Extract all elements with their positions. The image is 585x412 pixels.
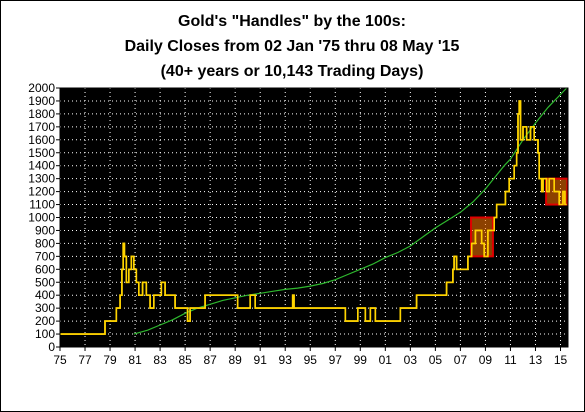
x-tick-label: 09 — [479, 353, 493, 367]
y-tick-label: 1500 — [28, 146, 55, 160]
x-tick-label: 07 — [454, 353, 468, 367]
y-tick-label: 400 — [35, 288, 55, 302]
y-tick-label: 200 — [35, 314, 55, 328]
x-tick-label: 03 — [404, 353, 418, 367]
plot-border — [59, 87, 569, 348]
title-line-1: Gold's "Handles" by the 100s: — [178, 13, 406, 30]
title-line-2: Daily Closes from 02 Jan '75 thru 08 May… — [125, 38, 460, 55]
axes: 0100200300400500600700800900100011001200… — [28, 81, 569, 367]
series-line-green — [133, 87, 568, 335]
y-tick-label: 0 — [48, 340, 55, 354]
x-tick-label: 95 — [304, 353, 318, 367]
y-tick-label: 600 — [35, 262, 55, 276]
y-tick-label: 1700 — [28, 120, 55, 134]
x-tick-label: 81 — [128, 353, 142, 367]
x-tick-label: 01 — [379, 353, 393, 367]
x-tick-label: 89 — [228, 353, 242, 367]
annotation-layer — [60, 100, 569, 335]
y-tick-label: 900 — [35, 223, 55, 237]
x-tick-label: 05 — [429, 353, 443, 367]
y-tick-label: 500 — [35, 275, 55, 289]
y-tick-label: 300 — [35, 301, 55, 315]
y-tick-label: 1900 — [28, 94, 55, 108]
x-tick-label: 75 — [53, 353, 67, 367]
y-tick-label: 1600 — [28, 133, 55, 147]
y-tick-label: 1800 — [28, 107, 55, 121]
x-tick-label: 11 — [504, 353, 517, 367]
x-tick-label: 93 — [279, 353, 293, 367]
x-tick-label: 85 — [178, 353, 192, 367]
x-tick-label: 99 — [354, 353, 368, 367]
series-line-handles-overlay — [60, 100, 567, 335]
x-tick-label: 83 — [153, 353, 167, 367]
x-tick-label: 97 — [329, 353, 343, 367]
x-tick-label: 91 — [254, 353, 268, 367]
x-tick-label: 77 — [78, 353, 92, 367]
x-tick-label: 15 — [554, 353, 568, 367]
y-tick-label: 1200 — [28, 185, 55, 199]
y-tick-label: 100 — [35, 327, 55, 341]
y-tick-label: 1000 — [28, 211, 55, 225]
grid — [60, 87, 568, 348]
y-tick-label: 1300 — [28, 172, 55, 186]
chart-title: Gold's "Handles" by the 100s: Daily Clos… — [125, 13, 460, 80]
x-tick-label: 13 — [529, 353, 543, 367]
y-tick-label: 700 — [35, 249, 55, 263]
y-tick-label: 2000 — [28, 81, 55, 95]
title-line-3: (40+ years or 10,143 Trading Days) — [161, 63, 424, 80]
x-tick-label: 87 — [203, 353, 217, 367]
y-tick-label: 800 — [35, 236, 55, 250]
y-tick-label: 1100 — [29, 198, 55, 212]
x-tick-label: 79 — [103, 353, 117, 367]
y-tick-label: 1400 — [28, 159, 55, 173]
